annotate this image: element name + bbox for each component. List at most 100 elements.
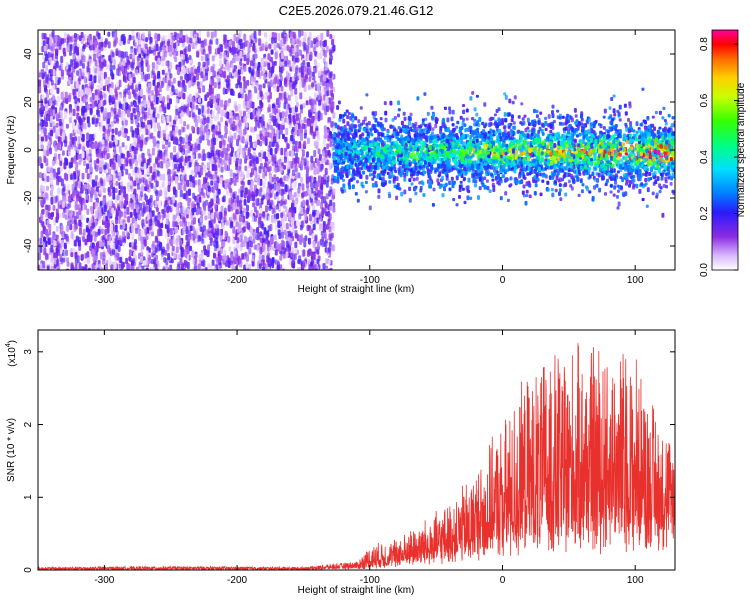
heatmap-cell — [311, 265, 315, 270]
heatmap-cell — [103, 164, 107, 170]
heatmap-cell — [287, 176, 291, 184]
heatmap-cell — [257, 217, 261, 225]
heatmap-cell — [109, 87, 113, 96]
heatmap-cell — [180, 251, 184, 258]
heatmap-cell — [74, 145, 78, 152]
heatmap-cell — [154, 32, 158, 40]
heatmap-cell — [124, 65, 128, 74]
heatmap-cell — [151, 231, 154, 237]
heatmap-cell — [144, 228, 148, 235]
heatmap-cell — [138, 177, 142, 184]
heatmap-cell — [318, 70, 322, 77]
heatmap-cell — [327, 134, 331, 142]
heatmap-cell — [78, 219, 82, 227]
heatmap-cell — [165, 218, 169, 225]
heatmap-cell — [236, 148, 240, 155]
heatmap-cell — [233, 72, 237, 78]
heatmap-cell — [95, 175, 98, 181]
heatmap-cell — [69, 174, 73, 180]
heatmap-cell — [114, 224, 118, 233]
heatmap-cell — [284, 77, 287, 85]
heatmap-cell — [87, 104, 91, 111]
heatmap-cell — [202, 85, 206, 93]
heatmap-cell — [38, 172, 42, 179]
heatmap-cell — [237, 69, 241, 75]
heatmap-cell — [186, 73, 190, 82]
heatmap-cell — [47, 238, 51, 245]
heatmap-cell — [312, 240, 316, 249]
heatmap-cell — [204, 215, 208, 221]
heatmap-cell — [162, 173, 166, 182]
heatmap-cell — [46, 185, 49, 191]
heatmap-cell — [98, 74, 102, 80]
heatmap-cell — [262, 190, 265, 196]
heatmap-cell — [210, 147, 214, 154]
heatmap-cell — [298, 86, 302, 94]
heatmap-cell — [332, 202, 336, 208]
heatmap-cell — [193, 195, 197, 201]
heatmap-cell — [239, 158, 243, 165]
heatmap-cell — [145, 136, 149, 142]
heatmap-cell — [176, 66, 180, 75]
heatmap-cell — [44, 97, 48, 105]
heatmap-cell — [50, 237, 54, 244]
heatmap-cell — [128, 91, 132, 100]
heatmap-cell — [215, 38, 219, 45]
heatmap-cell — [93, 132, 97, 139]
heatmap-cell — [46, 150, 50, 157]
heatmap-cell — [322, 40, 326, 48]
heatmap-cell — [308, 264, 312, 270]
heatmap-cell — [294, 164, 298, 172]
heatmap-cell — [217, 160, 221, 168]
heatmap-cell — [62, 43, 65, 49]
heatmap-cell — [48, 230, 52, 236]
heatmap-cell — [176, 151, 180, 159]
heatmap-cell — [104, 228, 108, 236]
heatmap-cell — [246, 58, 250, 65]
heatmap-cell — [249, 135, 252, 143]
heatmap-cell — [112, 155, 116, 161]
heatmap-cell — [38, 157, 42, 164]
heatmap-cell — [157, 214, 161, 220]
heatmap-cell — [285, 240, 289, 248]
heatmap-cell — [73, 61, 77, 70]
heatmap-cell — [242, 100, 246, 108]
heatmap-cell — [89, 96, 93, 103]
heatmap-cell — [106, 234, 110, 242]
heatmap-cell — [329, 186, 333, 192]
heatmap-cell — [247, 222, 251, 230]
heatmap-cell — [300, 176, 304, 184]
heatmap-cell — [130, 202, 134, 210]
heatmap-cell — [133, 141, 137, 147]
heatmap-cell — [180, 53, 184, 60]
heatmap-cell — [131, 61, 135, 69]
heatmap-cell — [294, 140, 298, 146]
heatmap-cell — [314, 234, 318, 242]
heatmap-cell — [209, 220, 212, 229]
heatmap-cell — [326, 159, 330, 166]
heatmap-cell — [89, 74, 93, 82]
heatmap-cell — [292, 169, 295, 177]
heatmap-cell — [68, 117, 72, 124]
heatmap-cell — [307, 84, 311, 91]
heatmap-cell — [332, 188, 336, 195]
heatmap-cell — [82, 203, 86, 211]
heatmap-cell — [306, 165, 310, 172]
heatmap-cell — [201, 183, 205, 190]
heatmap-cell — [94, 201, 98, 210]
heatmap-cell — [226, 63, 230, 71]
heatmap-cell — [51, 30, 55, 38]
heatmap-cell — [267, 215, 271, 222]
heatmap-cell — [203, 164, 206, 173]
heatmap-cell — [55, 52, 58, 59]
heatmap-cell — [182, 66, 186, 75]
heatmap-cell — [100, 228, 104, 235]
heatmap-cell — [99, 167, 102, 173]
heatmap-cell — [310, 155, 314, 164]
heatmap-cell — [104, 38, 108, 45]
heatmap-cell — [246, 241, 250, 250]
heatmap-cell — [122, 33, 126, 41]
heatmap-cell — [173, 146, 177, 153]
figure-title: C2E5.2026.079.21.46.G12 — [279, 3, 434, 18]
heatmap-cell — [58, 118, 62, 126]
